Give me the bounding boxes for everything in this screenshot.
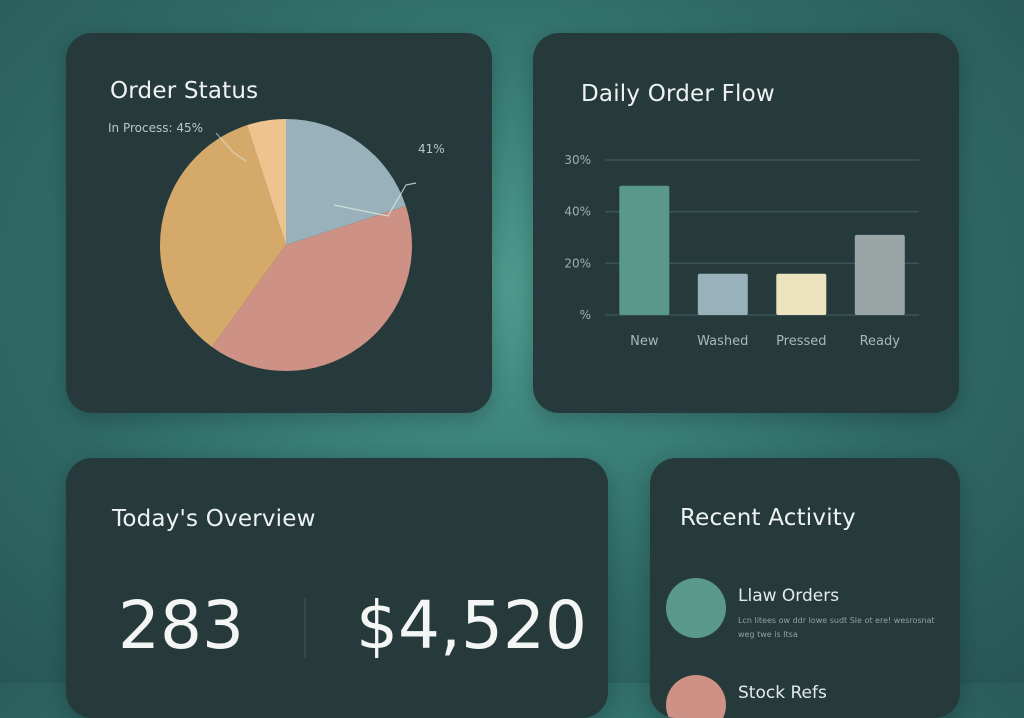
pie-callout-left: In Process: 45%	[108, 121, 204, 135]
pie-callout-line-left	[215, 132, 247, 162]
order-status-title: Order Status	[110, 78, 259, 104]
orders-count-stat: 283	[118, 587, 244, 664]
order-status-pie-chart	[159, 119, 417, 372]
daily-order-flow-bar-chart: % 20% 40% 30% New Washed Pressed Ready	[564, 153, 919, 349]
x-category-label: Pressed	[776, 334, 826, 349]
x-category-label: Washed	[697, 334, 748, 349]
pie-callout-line-right	[333, 182, 417, 217]
x-category-label: Ready	[860, 334, 901, 349]
y-tick-label: %	[580, 308, 591, 322]
todays-overview-card: Today's Overview 283 $4,520	[66, 458, 608, 718]
pie-callout-right: 41%	[418, 142, 445, 156]
activity-status-dot	[666, 578, 726, 638]
daily-order-flow-title: Daily Order Flow	[581, 81, 775, 107]
bar-pressed[interactable]	[776, 273, 827, 315]
activity-item[interactable]: Stock Refs	[666, 675, 951, 718]
activity-item-title: Stock Refs	[738, 683, 827, 703]
activity-status-dot	[666, 675, 726, 718]
bar-washed[interactable]	[697, 273, 748, 315]
bar-ready[interactable]	[854, 234, 905, 315]
activity-item-title: Llaw Orders	[738, 586, 840, 606]
activity-item-description: Lcn litees ow ddr lowe sudt Sle ot ere! …	[738, 616, 935, 639]
pie-slice-2[interactable]	[159, 125, 286, 347]
pie-slice-1[interactable]	[211, 206, 412, 372]
daily-order-flow-card: Daily Order Flow % 20% 40% 30% New Washed Pres…	[533, 33, 959, 413]
revenue-stat: $4,520	[356, 587, 587, 664]
bar-new[interactable]	[619, 185, 670, 315]
y-tick-label: 30%	[564, 153, 591, 167]
pie-slice-3[interactable]	[247, 119, 286, 245]
todays-overview-title: Today's Overview	[112, 506, 316, 532]
activity-item[interactable]: Llaw Orders Lcn litees ow ddr lowe sudt …	[666, 578, 951, 648]
recent-activity-card: Recent Activity Llaw Orders Lcn litees o…	[650, 458, 960, 718]
recent-activity-title: Recent Activity	[680, 505, 856, 531]
overview-divider	[304, 598, 306, 658]
order-status-card: Order Status In Process: 45% 41%	[66, 33, 492, 413]
y-tick-label: 20%	[564, 256, 591, 270]
y-tick-label: 40%	[564, 205, 591, 219]
x-category-label: New	[630, 334, 659, 349]
